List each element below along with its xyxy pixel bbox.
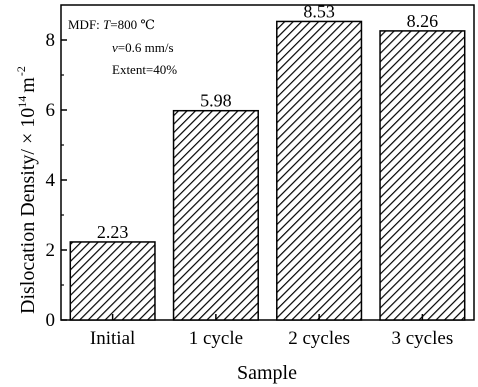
x-tick-label-1: 1 cycle — [189, 328, 243, 349]
annotation-line-3: Extent=40% — [112, 62, 177, 77]
bar-0 — [69, 241, 156, 321]
y-tick-label-0: 0 — [46, 310, 56, 331]
annotation-line-1: MDF: T=800 ℃ — [68, 17, 155, 32]
x-tick-label-2: 2 cycles — [288, 328, 350, 349]
x-tick-label-0: Initial — [90, 328, 135, 349]
x-tick-label-3: 3 cycles — [392, 328, 454, 349]
bar-3 — [379, 30, 466, 321]
bars-group: 2.23 5.98 8.53 8.26 — [69, 1, 466, 321]
y-tick-label-2: 4 — [46, 170, 56, 191]
annotation-line-2: v=0.6 mm/s — [112, 40, 174, 55]
bar-1 — [172, 109, 259, 321]
y-tick-label-4: 8 — [46, 30, 56, 51]
x-axis-title: Sample — [237, 362, 297, 384]
bar-value-label-0: 2.23 — [97, 222, 129, 242]
bar-value-label-2: 8.53 — [303, 1, 335, 21]
plot-area-frame — [60, 4, 475, 321]
axis-ticks-group: Initial 1 cycle 2 cycles 3 cycles 0 2 4 6 8 — [46, 30, 454, 349]
bar-value-label-1: 5.98 — [200, 91, 232, 111]
y-tick-label-1: 2 — [46, 240, 56, 261]
y-tick-label-3: 6 — [46, 100, 56, 121]
bar-2 — [276, 20, 363, 321]
bar-value-label-3: 8.26 — [407, 11, 439, 31]
y-axis-title: Dislocation Density/ × 1014m-2 — [14, 66, 39, 314]
